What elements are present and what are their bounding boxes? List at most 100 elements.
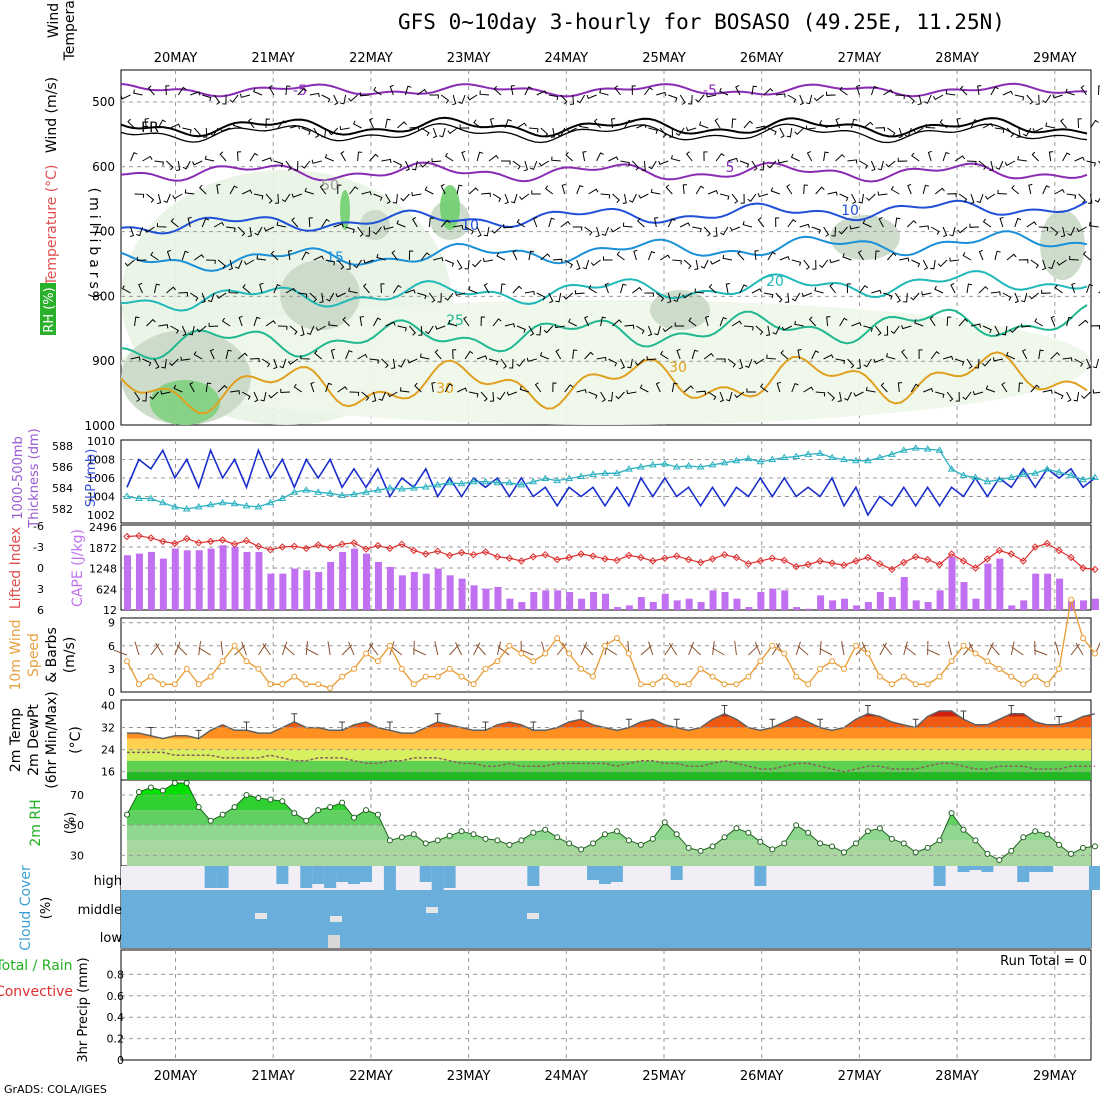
wind-barb	[1092, 389, 1100, 394]
wind10m-barb	[604, 646, 618, 656]
wind-barb	[803, 184, 808, 195]
wind-barb	[883, 292, 893, 300]
wind-barb	[1016, 127, 1021, 138]
wind-barb	[775, 93, 786, 98]
wind-barb	[827, 191, 838, 196]
temp-minmax-whisker	[960, 710, 967, 720]
wind-barb	[946, 391, 954, 402]
wind-speed-marker	[363, 650, 369, 657]
wind-barb	[584, 226, 593, 236]
lifted-index-marker	[218, 536, 227, 544]
wind-barb	[1026, 221, 1037, 228]
date-label-top: 20MAY	[154, 51, 198, 66]
wind-barb	[1062, 152, 1071, 162]
wind-barb	[906, 219, 917, 228]
lifted-index-marker	[637, 553, 645, 562]
lifted-index-line	[126, 535, 1095, 571]
rh-marker	[649, 835, 656, 842]
wind-speed-marker	[888, 681, 895, 688]
wind-barb	[706, 93, 717, 98]
temp-minmax-whisker	[1056, 716, 1063, 725]
wind-barb	[582, 259, 590, 270]
wind-barb	[428, 292, 436, 303]
wind-barb	[178, 291, 188, 297]
wind-barb	[949, 226, 956, 237]
date-label-bottom: 23MAY	[447, 1069, 491, 1084]
temp-band	[127, 760, 1091, 772]
thickness-marker	[816, 449, 824, 456]
wind-barb	[608, 358, 618, 367]
wind-barb	[805, 125, 816, 130]
wind-barb	[187, 216, 192, 228]
wind-barb	[120, 94, 131, 100]
wind-barb	[1021, 348, 1028, 360]
wind10m-left-label: (m/s)	[62, 637, 78, 674]
wind-barb	[775, 292, 783, 303]
wind-barb	[181, 325, 187, 337]
wind-barb	[138, 282, 143, 294]
cape-bar	[912, 600, 920, 610]
thickness-marker	[947, 465, 956, 472]
cloud-high-bar	[1041, 866, 1054, 872]
wind-barb	[620, 283, 627, 294]
wind-barb	[1066, 193, 1077, 199]
wind-barb	[561, 183, 566, 195]
wind-barb	[254, 226, 263, 236]
wind-barb	[304, 187, 314, 195]
wind-barb	[767, 127, 777, 136]
rh-marker	[781, 840, 788, 847]
cloud-high-bar	[431, 866, 444, 890]
wind-barb	[226, 226, 236, 232]
lifted-index-marker	[302, 544, 310, 553]
wind-barb	[576, 94, 586, 104]
wind-barb	[392, 284, 402, 294]
lifted-index-marker	[625, 551, 633, 560]
wind-speed-marker	[422, 673, 429, 680]
thickness-marker	[541, 474, 550, 482]
wind-barb	[600, 316, 606, 327]
wind-speed-marker	[673, 681, 680, 688]
wind-barb	[476, 151, 484, 162]
wind-barb	[456, 184, 463, 195]
thickness-marker	[194, 502, 203, 510]
wind-barb	[373, 193, 383, 201]
wind-barb	[335, 292, 346, 298]
lifted-index-marker	[613, 556, 621, 565]
wind-barb	[856, 358, 861, 369]
rh-band	[127, 810, 1091, 826]
wind-barb	[176, 160, 181, 171]
wind-barb	[703, 226, 711, 237]
wind-speed-marker	[1008, 673, 1015, 680]
rh-marker	[518, 837, 525, 844]
wind-barb	[772, 325, 781, 335]
wind-barb	[239, 93, 251, 98]
wind-barb	[273, 160, 284, 168]
lifted-index-marker	[1079, 564, 1087, 572]
wind-barb	[437, 292, 442, 303]
wind-barb	[376, 253, 386, 261]
precip-tick-label: 0	[117, 1054, 124, 1067]
rh-marker	[363, 807, 369, 814]
wind-barb	[342, 316, 350, 327]
wind-barb	[129, 226, 135, 238]
wind-barb	[217, 384, 228, 393]
wind-barb	[755, 325, 764, 336]
thickness-marker	[158, 498, 167, 506]
wind10m-barb	[473, 642, 481, 656]
wind-barb	[611, 118, 616, 129]
wind-barb	[324, 154, 334, 162]
lifted-index-marker	[493, 553, 502, 561]
wind-barb	[361, 391, 370, 401]
wind-barb	[654, 217, 659, 228]
lifted-index-marker	[481, 548, 490, 556]
rh-marker	[1020, 834, 1027, 841]
wind-barb	[419, 160, 430, 168]
cape-bar	[817, 595, 825, 610]
wind-barb	[548, 217, 555, 228]
wind-barb	[458, 94, 466, 105]
wind-barb	[731, 118, 737, 129]
thickness-marker	[302, 486, 311, 493]
isotherm-15	[120, 230, 1088, 272]
lifted-index-marker	[159, 537, 167, 546]
rh-marker	[829, 843, 836, 850]
